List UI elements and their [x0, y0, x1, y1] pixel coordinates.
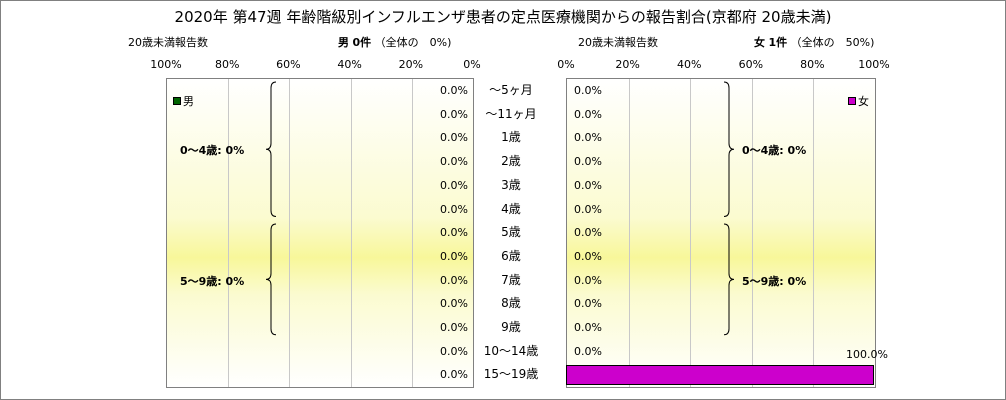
left-gridline [228, 79, 230, 387]
female-plot-area: 女 [566, 78, 876, 388]
left-header-share: （全体の 0%) [374, 36, 452, 49]
male-legend-swatch [173, 97, 181, 105]
female-legend-label: 女 [858, 95, 869, 108]
age-label: ～11ヶ月 [485, 106, 537, 121]
female-value-label: 0.0% [574, 226, 602, 240]
male-value-label: 0.0% [440, 155, 468, 169]
age-label: 4歳 [501, 201, 521, 216]
male-age-group-brace [265, 223, 277, 336]
right-axis-tick: 20% [615, 58, 640, 71]
age-label: ～5ヶ月 [489, 83, 533, 97]
male-value-label: 0.0% [440, 297, 468, 311]
female-legend-swatch [848, 97, 856, 105]
male-value-label: 0.0% [440, 368, 468, 382]
left-header-sex: 男 [338, 36, 349, 49]
right-header-sex: 女 [754, 36, 765, 49]
right-gridline [690, 79, 692, 387]
female-value-label: 0.0% [574, 84, 602, 97]
right-axis-tick: 80% [800, 58, 825, 71]
age-label: 10～14歳 [483, 343, 539, 358]
right-header-summary: 女 1件 （全体の 50%) [754, 34, 874, 50]
male-value-label: 0.0% [440, 84, 468, 97]
right-axis-tick: 40% [676, 58, 702, 71]
left-gridline [350, 79, 352, 387]
left-header-summary: 男 0件 （全体の 0%) [338, 34, 451, 50]
left-axis-tick: 80% [214, 58, 240, 71]
age-label: 9歳 [501, 320, 521, 334]
female-value-label: 0.0% [574, 249, 602, 263]
female-value-label: 0.0% [574, 344, 602, 358]
female-value-label: 0.0% [574, 202, 602, 216]
male-value-label: 0.0% [440, 202, 468, 216]
male-plot-area: 男 [166, 78, 474, 388]
left-axis-tick: 60% [276, 58, 301, 71]
female-age-group-label: 5～9歳: 0% [742, 274, 807, 288]
age-label: 1歳 [501, 130, 521, 145]
female-value-label: 0.0% [574, 321, 602, 334]
right-axis-tick: 0% [557, 58, 575, 71]
male-value-label: 0.0% [440, 107, 468, 121]
right-axis-tick: 60% [738, 58, 764, 71]
female-age-group-brace [723, 81, 735, 217]
right-gridline [751, 79, 753, 387]
right-header-share: （全体の 50%) [790, 36, 875, 49]
age-label: 7歳 [501, 272, 521, 287]
left-header-label: 20歳未満報告数 [128, 36, 208, 49]
male-legend: 男 [173, 93, 194, 109]
female-value-label: 0.0% [574, 131, 602, 145]
female-value-label: 0.0% [574, 107, 602, 121]
male-age-group-label: 0～4歳: 0% [180, 144, 245, 158]
left-gridline [289, 79, 291, 387]
female-age-group-brace [723, 223, 735, 336]
left-axis-tick: 100% [150, 58, 182, 71]
left-axis-tick: 40% [337, 58, 362, 71]
female-value-label: 0.0% [574, 155, 602, 169]
male-value-label: 0.0% [440, 273, 468, 287]
male-value-label: 0.0% [440, 321, 468, 334]
left-gridline [411, 79, 413, 387]
male-value-label: 0.0% [440, 131, 468, 145]
female-bar [566, 365, 874, 386]
male-age-group-brace [265, 81, 277, 217]
female-value-label: 0.0% [574, 273, 602, 287]
right-header-count: 1件 [768, 36, 788, 49]
left-axis-tick: 20% [398, 58, 424, 71]
age-label: 15～19歳 [483, 367, 539, 382]
female-value-label: 0.0% [574, 178, 602, 192]
right-gridline [628, 79, 630, 387]
age-label: 6歳 [501, 248, 521, 263]
left-axis-tick: 0% [463, 58, 481, 71]
male-legend-label: 男 [183, 95, 194, 108]
male-value-label: 0.0% [440, 249, 468, 263]
male-age-group-label: 5～9歳: 0% [180, 274, 245, 288]
age-label: 5歳 [501, 225, 521, 240]
female-value-label: 0.0% [574, 297, 602, 311]
age-label: 2歳 [501, 154, 521, 169]
right-axis-tick: 100% [858, 58, 890, 71]
age-label: 8歳 [501, 296, 521, 311]
male-value-label: 0.0% [440, 178, 468, 192]
female-age-group-label: 0～4歳: 0% [742, 144, 807, 158]
male-value-label: 0.0% [440, 226, 468, 240]
left-header-count: 0件 [352, 36, 372, 49]
right-gridline [813, 79, 815, 387]
right-header-label: 20歳未満報告数 [578, 36, 658, 49]
age-label: 3歳 [501, 177, 521, 192]
female-legend: 女 [848, 93, 869, 109]
female-value-label: 100.0% [846, 348, 888, 362]
chart-title: 2020年 第47週 年齢階級別インフルエンザ患者の定点医療機関からの報告割合(… [174, 8, 832, 26]
male-value-label: 0.0% [440, 344, 468, 358]
